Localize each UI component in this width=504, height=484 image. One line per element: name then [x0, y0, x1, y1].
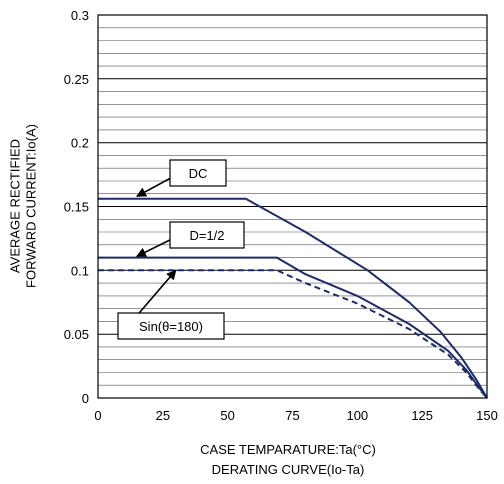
x-tick-label: 100 — [346, 408, 368, 423]
annotation-box — [169, 159, 227, 187]
series-layer — [98, 197, 488, 399]
x-tick-label: 150 — [476, 408, 498, 423]
series-line-1 — [98, 256, 488, 399]
x-tick-labels: 0 25 50 75 100 125 150 — [94, 408, 497, 423]
annotation-layer: DC D=1/2 Sin(θ=180) — [117, 159, 245, 340]
y-tick-label: 0 — [82, 391, 89, 406]
y-axis-title-line-1: AVERAGE RECTIFIED — [7, 139, 22, 273]
y-tick-label: 0.05 — [64, 327, 89, 342]
x-tick-label: 75 — [285, 408, 299, 423]
annotation-label: DC — [189, 166, 208, 181]
x-tick-label: 25 — [156, 408, 170, 423]
chart-caption: DERATING CURVE(Io-Ta) — [212, 462, 365, 477]
x-tick-label: 0 — [94, 408, 101, 423]
x-tick-label: 50 — [220, 408, 234, 423]
annotation-label: Sin(θ=180) — [139, 319, 203, 334]
annotation-box — [169, 221, 245, 249]
y-tick-label: 0.2 — [71, 136, 89, 151]
y-tick-label: 0.1 — [71, 263, 89, 278]
series-line-0 — [98, 197, 488, 399]
annotation-label: D=1/2 — [189, 228, 224, 243]
y-tick-label: 0.25 — [64, 72, 89, 87]
annotation-box — [117, 312, 225, 340]
plot-frame — [97, 14, 488, 399]
y-axis-title-line-2: FORWARD CURRENT:Io(A) — [23, 124, 38, 288]
y-tick-label: 0.15 — [64, 200, 89, 215]
x-axis-title: CASE TEMPARATURE:Ta(°C) — [200, 442, 376, 457]
x-tick-label: 125 — [411, 408, 433, 423]
y-tick-labels: 0 0.05 0.1 0.15 0.2 0.25 0.3 — [64, 8, 89, 406]
grid-lines — [98, 27, 487, 386]
series-line-2 — [98, 269, 488, 399]
y-tick-label: 0.3 — [71, 8, 89, 23]
